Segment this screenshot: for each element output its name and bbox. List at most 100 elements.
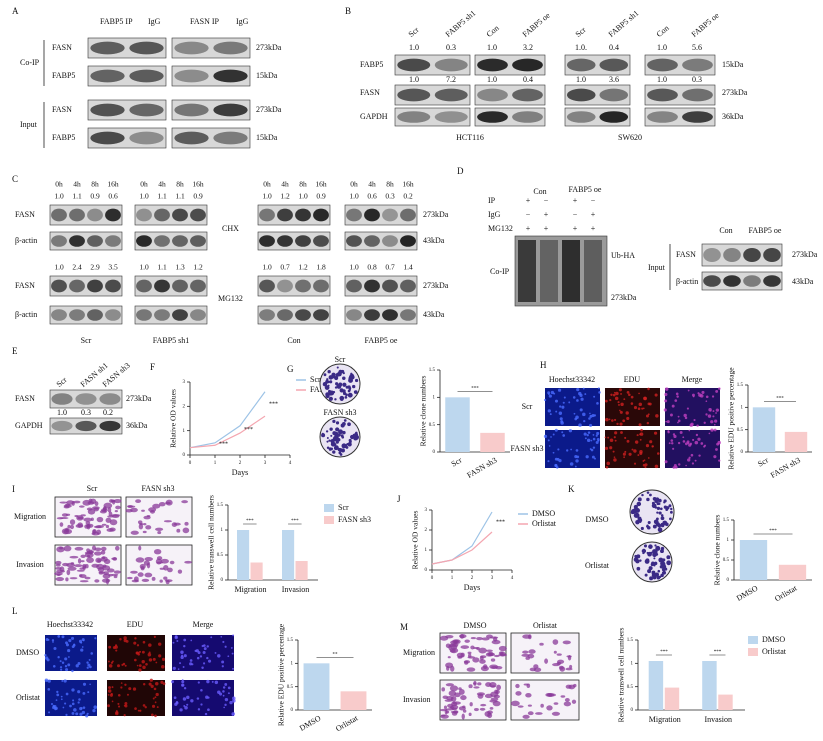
stained-cell bbox=[143, 515, 151, 520]
stained-cell bbox=[515, 683, 520, 689]
cell-dot bbox=[679, 430, 683, 434]
cell-dot bbox=[556, 466, 559, 469]
stained-cell bbox=[151, 576, 156, 581]
legend-swatch bbox=[324, 504, 334, 512]
cell-dot bbox=[574, 417, 578, 421]
stained-cell bbox=[137, 572, 144, 577]
stained-cell bbox=[439, 708, 447, 712]
y-tick-label: 1.5 bbox=[429, 368, 436, 373]
stained-cell bbox=[489, 682, 497, 688]
cell-dot bbox=[715, 389, 719, 393]
colony bbox=[656, 506, 661, 511]
stained-cell bbox=[449, 685, 459, 692]
y-tick-label: 3 bbox=[425, 508, 428, 513]
cell-dot bbox=[176, 640, 179, 643]
cell-dot bbox=[626, 416, 630, 421]
cell-dot bbox=[625, 411, 629, 415]
smear bbox=[540, 240, 558, 302]
colony bbox=[330, 447, 334, 450]
cell-dot bbox=[624, 436, 627, 440]
ratio: 1.0 bbox=[657, 75, 667, 84]
cell-dot bbox=[61, 679, 64, 682]
cell-dot bbox=[611, 419, 614, 422]
cell-dot bbox=[206, 679, 210, 684]
ratio: 1.0 bbox=[54, 263, 64, 272]
blot bbox=[394, 107, 471, 127]
x-tick-label: 3 bbox=[491, 576, 494, 581]
stained-cell bbox=[159, 567, 165, 570]
panel-label: J bbox=[397, 494, 401, 504]
legend-label: Scr bbox=[338, 503, 349, 512]
cell-dot bbox=[633, 462, 637, 465]
blot-band bbox=[105, 235, 121, 247]
colony bbox=[330, 375, 334, 379]
cell-dot bbox=[688, 456, 691, 459]
cell-dot bbox=[596, 402, 599, 405]
stained-cell bbox=[476, 636, 483, 641]
cell-dot bbox=[654, 464, 659, 469]
x-tick-label: Orlistat bbox=[334, 713, 360, 733]
cell-dot bbox=[664, 392, 668, 397]
cell-dot bbox=[605, 417, 609, 422]
blot-band bbox=[382, 235, 398, 247]
blot-band bbox=[99, 393, 121, 405]
blot-band bbox=[174, 41, 209, 55]
cell-dot bbox=[155, 661, 158, 664]
cell-dot bbox=[120, 682, 123, 684]
stained-cell bbox=[446, 708, 455, 711]
ratio: 1.0 bbox=[139, 192, 149, 201]
colony bbox=[341, 443, 347, 449]
stained-cell bbox=[445, 710, 450, 714]
stained-cell bbox=[163, 564, 169, 571]
cell-dot bbox=[638, 402, 643, 407]
cell-dot bbox=[60, 695, 63, 698]
stained-cell bbox=[445, 683, 454, 687]
colony bbox=[656, 575, 661, 580]
cell-dot bbox=[575, 449, 579, 452]
cell-dot bbox=[153, 687, 157, 691]
cell-dot bbox=[674, 399, 678, 402]
significance: *** bbox=[776, 396, 784, 401]
cell-dot bbox=[614, 439, 617, 442]
column-label: Hoechst33342 bbox=[47, 620, 93, 629]
blot-band bbox=[174, 69, 209, 83]
cell-dot bbox=[672, 447, 675, 450]
blot bbox=[134, 275, 208, 297]
colony bbox=[353, 390, 358, 394]
stained-cell bbox=[484, 693, 493, 699]
stained-cell bbox=[56, 573, 61, 577]
y-tick-label: 1 bbox=[433, 395, 436, 400]
cell-dot bbox=[78, 698, 81, 701]
y-tick-label: 0 bbox=[741, 450, 744, 455]
x-tick-label: 4 bbox=[511, 576, 514, 581]
cell-dot bbox=[630, 395, 634, 399]
stained-cell bbox=[468, 684, 473, 689]
cell-dot bbox=[604, 436, 607, 439]
cell-dot bbox=[229, 700, 233, 705]
stained-cell bbox=[91, 563, 100, 568]
cell-dot bbox=[694, 440, 699, 445]
sign: + bbox=[544, 210, 549, 219]
size-label: 273kDa bbox=[256, 105, 282, 114]
cell-dot bbox=[620, 392, 622, 395]
size-label: 273kDa bbox=[126, 394, 152, 403]
cell-dot bbox=[48, 711, 51, 714]
cell-dot bbox=[606, 461, 610, 466]
blot-band bbox=[190, 309, 206, 321]
cell-dot bbox=[628, 452, 632, 456]
blot-band bbox=[99, 420, 121, 432]
stained-cell bbox=[533, 667, 542, 673]
cell-dot bbox=[108, 686, 112, 690]
colony bbox=[652, 524, 657, 529]
cell-dot bbox=[672, 433, 676, 436]
blot-band bbox=[364, 309, 380, 321]
stained-cell bbox=[85, 524, 91, 528]
time-label: 16h bbox=[192, 180, 204, 189]
bar bbox=[739, 540, 768, 580]
stained-cell bbox=[182, 527, 190, 534]
x-tick-label: Scr bbox=[756, 455, 770, 468]
colony bbox=[662, 558, 666, 562]
cell-dot bbox=[698, 454, 701, 457]
stained-cell bbox=[101, 523, 107, 526]
colony bbox=[335, 372, 340, 377]
